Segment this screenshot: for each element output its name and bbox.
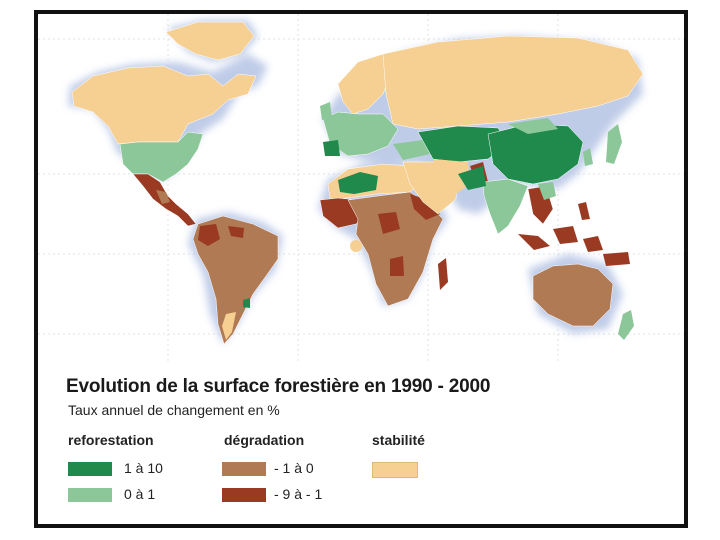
legend-swatch-dark-green bbox=[68, 462, 112, 476]
indonesia-2 bbox=[553, 226, 578, 244]
central-america-brown bbox=[156, 190, 170, 204]
legend-swatch-brown bbox=[222, 462, 266, 476]
papua bbox=[603, 252, 630, 266]
canada-alaska bbox=[71, 65, 257, 145]
korea-green bbox=[583, 148, 593, 166]
legend-label-minus-1-a-0: - 1 à 0 bbox=[274, 460, 314, 476]
map-subtitle: Taux annuel de changement en % bbox=[68, 402, 280, 418]
greenland bbox=[165, 21, 255, 61]
legend-label-minus-9-a-minus-1: - 9 à - 1 bbox=[274, 486, 323, 502]
new-zealand bbox=[618, 310, 634, 340]
legend-heading-stabilite: stabilité bbox=[372, 432, 425, 448]
mongolia-green bbox=[508, 118, 558, 134]
legend-label-0-a-1: 0 à 1 bbox=[124, 486, 156, 502]
iran-beige bbox=[433, 159, 470, 194]
india bbox=[482, 178, 529, 235]
iberia-green bbox=[323, 140, 340, 156]
uk-green bbox=[320, 102, 332, 120]
southern-cone-beige bbox=[222, 312, 236, 340]
legend-swatch-beige bbox=[372, 462, 418, 478]
south-america-red bbox=[198, 224, 220, 246]
south-asia-green bbox=[458, 166, 486, 190]
south-america bbox=[192, 215, 279, 345]
philippines bbox=[578, 202, 590, 220]
legend-label-1-a-10: 1 à 10 bbox=[124, 460, 163, 476]
figure-frame: Evolution de la surface forestière en 19… bbox=[34, 10, 688, 528]
japan bbox=[606, 124, 622, 164]
sahel-green bbox=[338, 172, 378, 194]
east-africa-red bbox=[378, 212, 400, 234]
indonesia-3 bbox=[583, 236, 603, 252]
russia bbox=[382, 35, 644, 130]
south-america-red-2 bbox=[228, 226, 244, 238]
map-title: Evolution de la surface forestière en 19… bbox=[66, 376, 491, 397]
world-map bbox=[38, 14, 684, 364]
australia bbox=[532, 263, 614, 327]
turkey-green bbox=[393, 140, 430, 160]
uruguay-green bbox=[243, 298, 250, 308]
horn-africa-red bbox=[410, 194, 440, 220]
legend-swatch-dark-red bbox=[222, 488, 266, 502]
southern-africa-red bbox=[390, 256, 404, 276]
gabon-beige bbox=[350, 240, 362, 252]
sea-green bbox=[538, 182, 556, 200]
indonesia-1 bbox=[518, 234, 550, 250]
legend-swatch-light-green bbox=[68, 488, 112, 502]
scandinavia bbox=[337, 53, 394, 115]
central-africa bbox=[347, 191, 444, 307]
madagascar bbox=[438, 258, 448, 290]
legend-heading-reforestation: reforestation bbox=[68, 432, 154, 448]
legend-heading-degradation: dégradation bbox=[224, 432, 305, 448]
